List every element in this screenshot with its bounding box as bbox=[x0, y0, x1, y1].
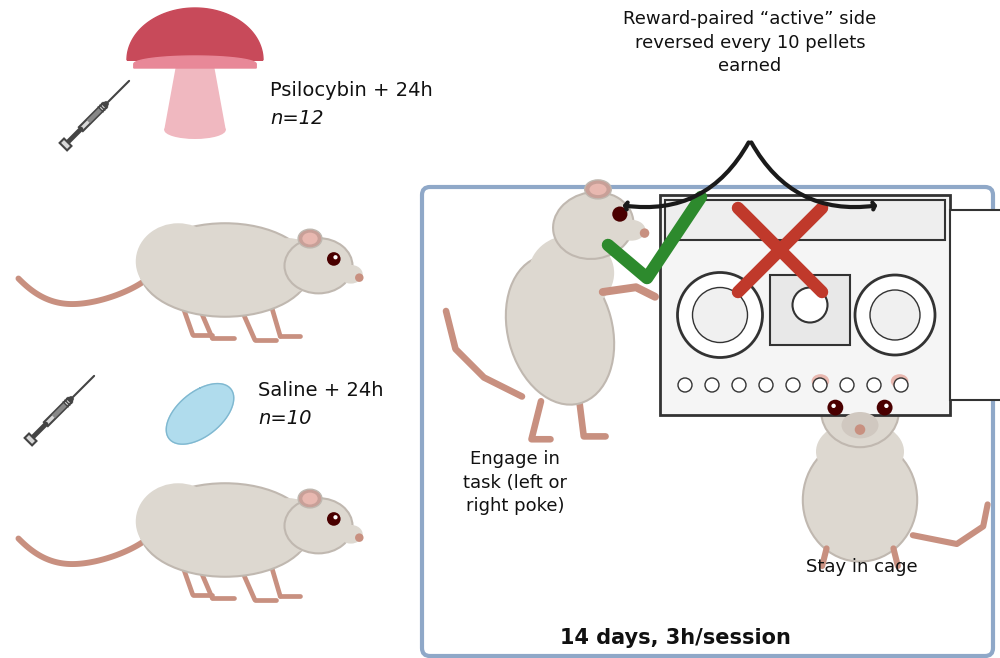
Ellipse shape bbox=[302, 232, 318, 245]
Polygon shape bbox=[25, 434, 36, 445]
Text: Psilocybin + 24h: Psilocybin + 24h bbox=[270, 80, 433, 99]
Ellipse shape bbox=[792, 288, 828, 322]
Circle shape bbox=[855, 424, 865, 435]
Ellipse shape bbox=[807, 370, 834, 392]
Ellipse shape bbox=[302, 493, 318, 505]
Polygon shape bbox=[79, 103, 107, 131]
Ellipse shape bbox=[870, 290, 920, 340]
Circle shape bbox=[867, 378, 881, 392]
Bar bbox=[950, 210, 1000, 400]
Circle shape bbox=[327, 252, 341, 266]
Circle shape bbox=[877, 399, 893, 415]
Ellipse shape bbox=[553, 192, 633, 259]
Ellipse shape bbox=[855, 275, 935, 355]
Text: n=12: n=12 bbox=[270, 109, 324, 128]
Ellipse shape bbox=[339, 525, 363, 544]
Ellipse shape bbox=[298, 229, 322, 248]
Ellipse shape bbox=[886, 370, 913, 392]
Ellipse shape bbox=[692, 288, 748, 343]
Ellipse shape bbox=[816, 421, 904, 482]
Ellipse shape bbox=[259, 498, 318, 553]
Bar bbox=[665, 200, 945, 240]
Ellipse shape bbox=[617, 220, 646, 241]
Ellipse shape bbox=[821, 377, 899, 447]
Ellipse shape bbox=[339, 265, 363, 284]
Text: Saline + 24h: Saline + 24h bbox=[258, 380, 384, 399]
Polygon shape bbox=[87, 108, 102, 123]
Ellipse shape bbox=[812, 374, 829, 388]
Text: Stay in cage: Stay in cage bbox=[806, 558, 918, 576]
Circle shape bbox=[705, 378, 719, 392]
Circle shape bbox=[894, 378, 908, 392]
Circle shape bbox=[612, 207, 627, 222]
Polygon shape bbox=[134, 56, 256, 68]
Ellipse shape bbox=[285, 238, 352, 293]
Ellipse shape bbox=[803, 438, 917, 561]
Ellipse shape bbox=[589, 184, 607, 195]
Circle shape bbox=[732, 378, 746, 392]
FancyBboxPatch shape bbox=[422, 187, 993, 656]
Circle shape bbox=[333, 255, 338, 259]
Circle shape bbox=[640, 228, 649, 238]
Polygon shape bbox=[52, 403, 67, 418]
Polygon shape bbox=[166, 384, 234, 444]
Ellipse shape bbox=[136, 223, 221, 300]
Ellipse shape bbox=[506, 255, 614, 405]
Circle shape bbox=[884, 403, 889, 408]
Circle shape bbox=[759, 378, 773, 392]
Ellipse shape bbox=[140, 483, 310, 577]
Text: Engage in
task (left or
right poke): Engage in task (left or right poke) bbox=[463, 450, 567, 515]
Ellipse shape bbox=[140, 223, 310, 316]
Ellipse shape bbox=[529, 235, 614, 311]
Ellipse shape bbox=[259, 238, 318, 293]
Ellipse shape bbox=[585, 180, 611, 199]
Polygon shape bbox=[60, 139, 71, 151]
Ellipse shape bbox=[136, 483, 221, 560]
Text: Reward-paired “active” side
reversed every 10 pellets
earned: Reward-paired “active” side reversed eve… bbox=[623, 10, 877, 75]
Circle shape bbox=[355, 274, 364, 282]
Circle shape bbox=[786, 378, 800, 392]
Circle shape bbox=[831, 403, 836, 408]
Bar bbox=[770, 275, 850, 345]
Text: n=10: n=10 bbox=[258, 409, 312, 428]
Circle shape bbox=[813, 378, 827, 392]
Ellipse shape bbox=[298, 489, 322, 508]
Circle shape bbox=[827, 399, 843, 415]
Polygon shape bbox=[164, 60, 226, 130]
Ellipse shape bbox=[891, 374, 908, 388]
Circle shape bbox=[327, 512, 341, 526]
Polygon shape bbox=[44, 398, 72, 426]
Polygon shape bbox=[68, 397, 73, 402]
Circle shape bbox=[355, 534, 364, 542]
Bar bbox=[660, 195, 950, 415]
Polygon shape bbox=[103, 102, 108, 107]
Circle shape bbox=[840, 378, 854, 392]
Circle shape bbox=[333, 515, 338, 519]
Text: 14 days, 3h/session: 14 days, 3h/session bbox=[560, 628, 791, 648]
Ellipse shape bbox=[678, 272, 763, 357]
Ellipse shape bbox=[164, 121, 226, 139]
Polygon shape bbox=[127, 8, 263, 60]
Ellipse shape bbox=[285, 498, 352, 553]
Ellipse shape bbox=[842, 412, 878, 438]
Circle shape bbox=[678, 378, 692, 392]
